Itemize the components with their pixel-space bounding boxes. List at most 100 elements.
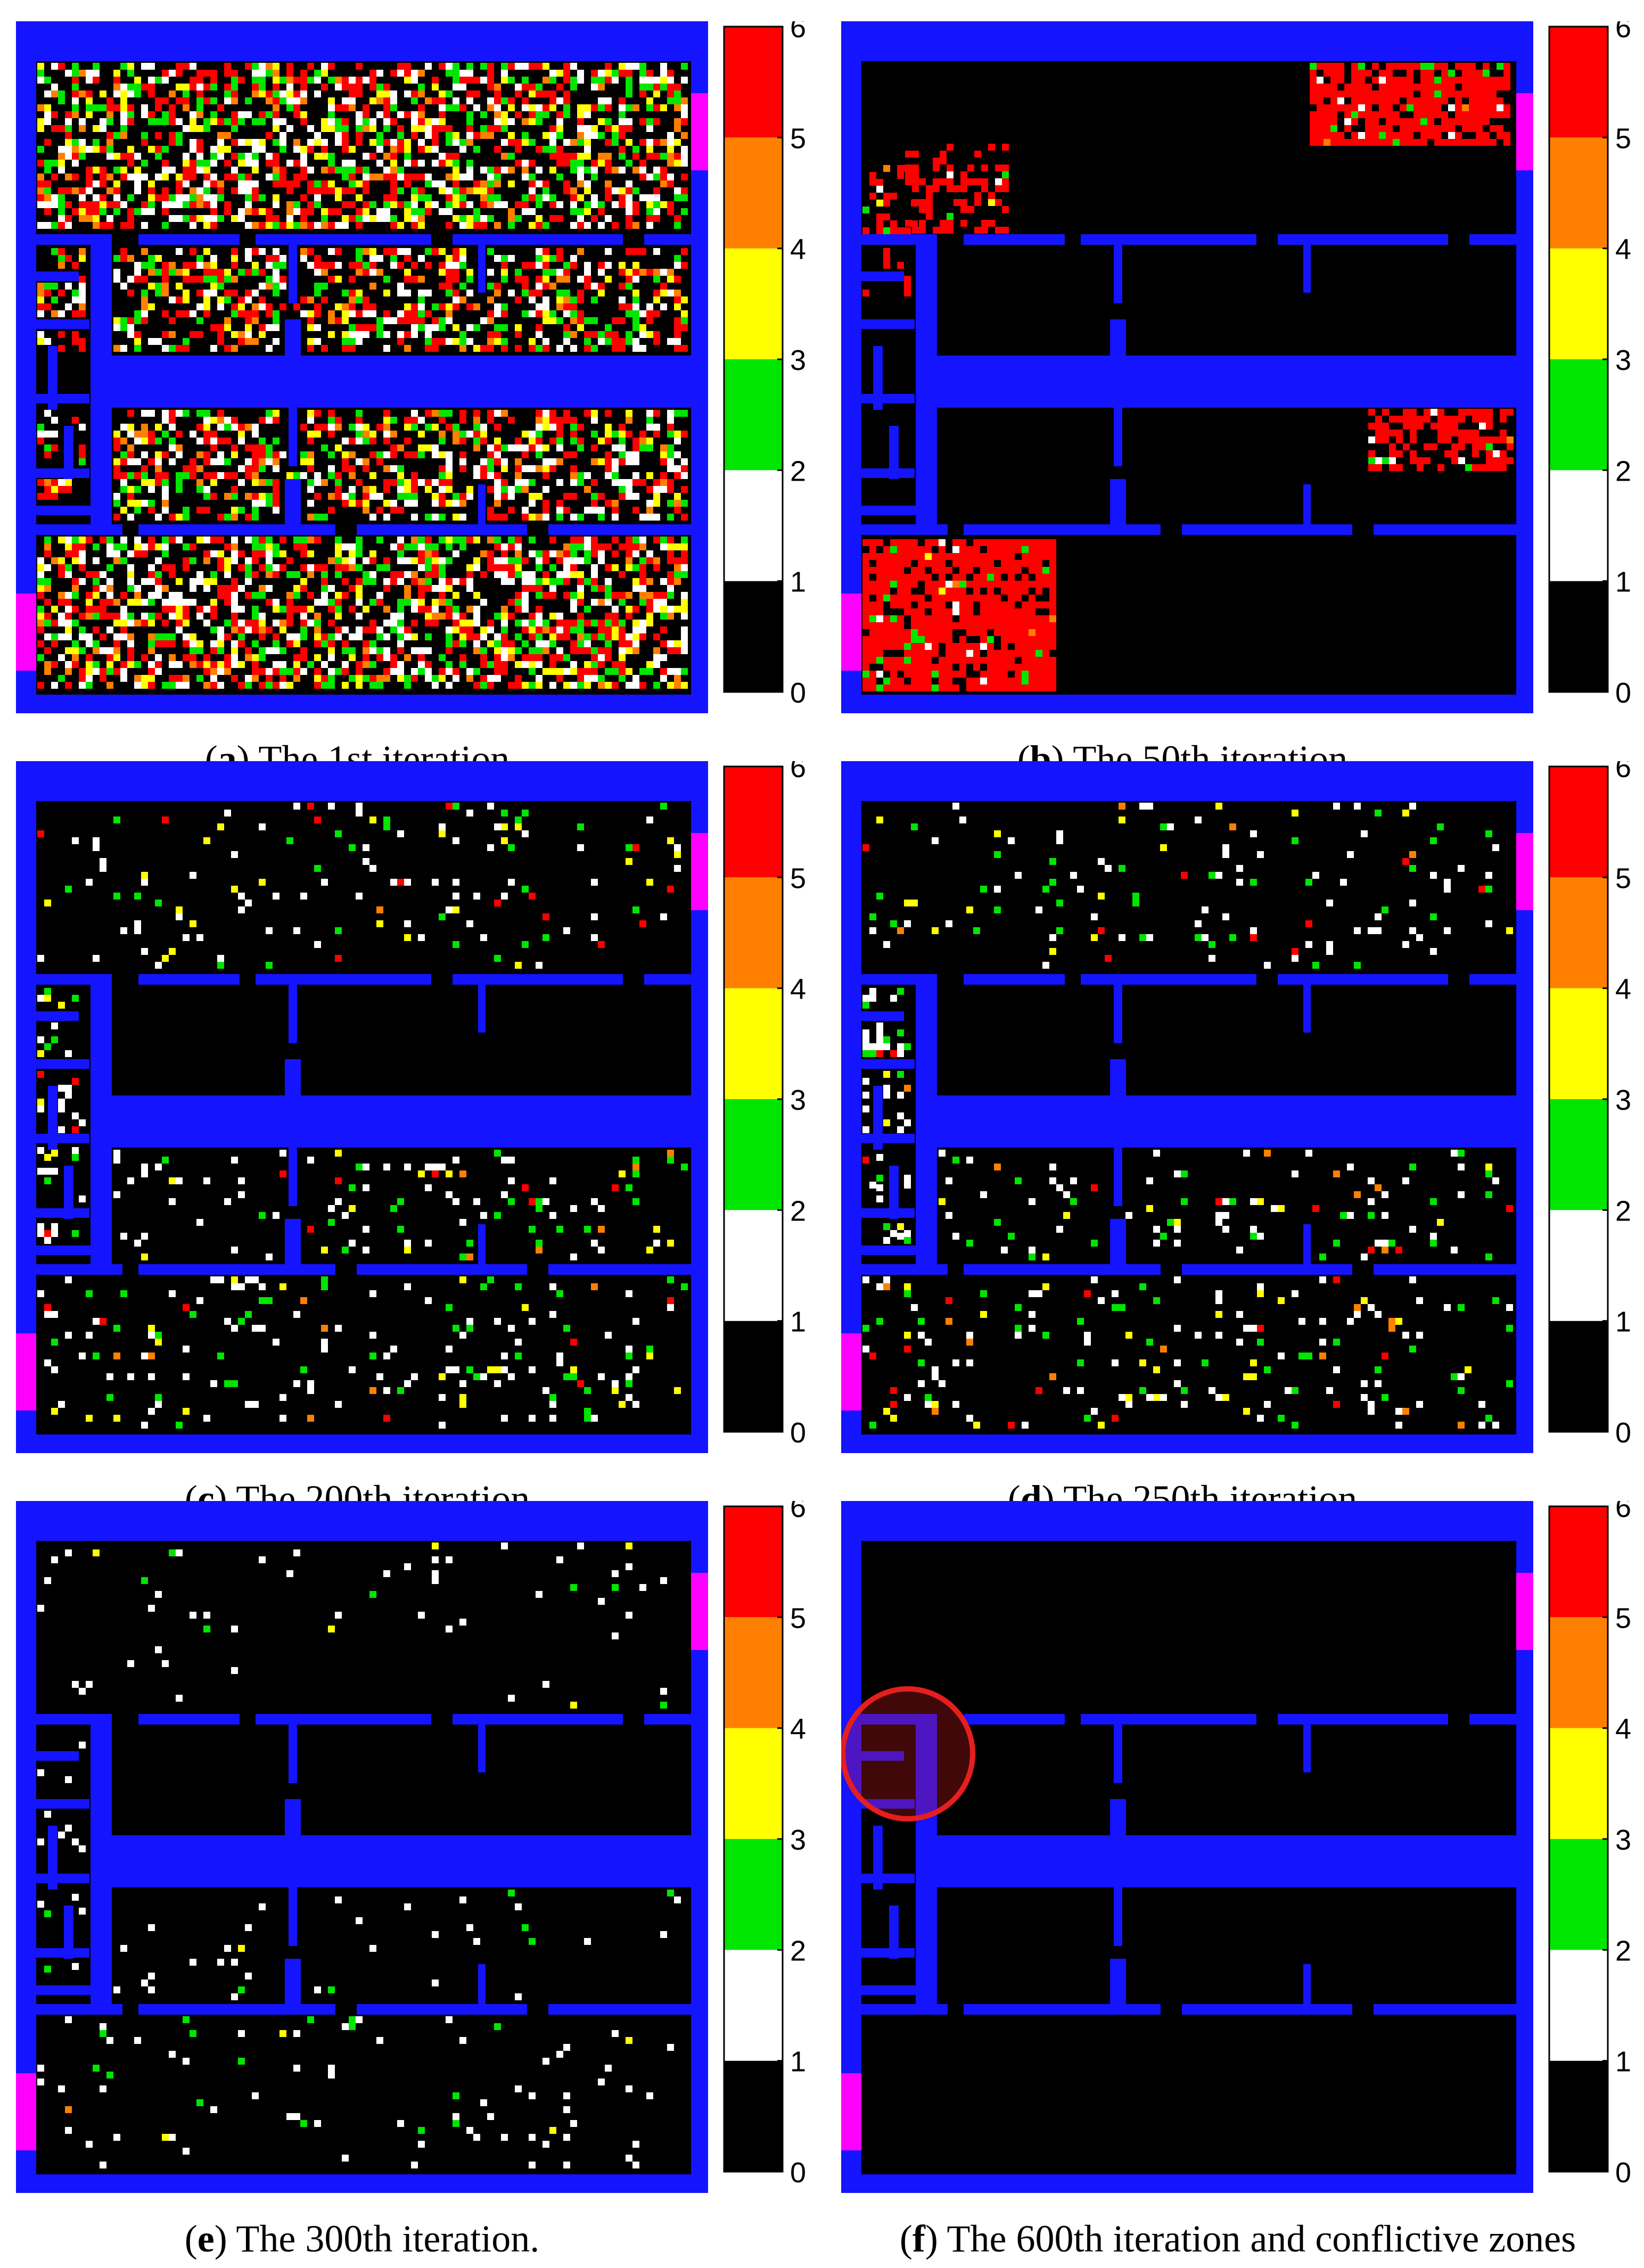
agent-cell bbox=[113, 208, 120, 215]
agent-cell bbox=[307, 63, 314, 70]
agent-cell bbox=[93, 585, 100, 592]
agent-cell bbox=[328, 640, 335, 647]
agent-cell bbox=[549, 153, 556, 160]
agent-cell bbox=[466, 633, 473, 640]
agent-cell bbox=[363, 654, 369, 661]
agent-cell bbox=[300, 647, 307, 654]
agent-cell bbox=[577, 222, 584, 229]
agent-cell bbox=[425, 613, 432, 620]
interior-wall bbox=[138, 1264, 335, 1275]
agent-cell bbox=[300, 585, 307, 592]
agent-cell bbox=[397, 640, 404, 647]
agent-cell bbox=[952, 601, 959, 608]
agent-cell bbox=[542, 303, 549, 310]
agent-cell bbox=[591, 201, 598, 208]
agent-cell bbox=[890, 574, 897, 581]
agent-cell bbox=[79, 668, 86, 675]
agent-cell bbox=[280, 139, 286, 146]
agent-cell bbox=[1407, 90, 1413, 97]
agent-cell bbox=[681, 668, 688, 675]
agent-cell bbox=[349, 486, 356, 493]
agent-cell bbox=[605, 125, 612, 132]
agent-cell bbox=[667, 153, 674, 160]
agent-cell bbox=[536, 194, 542, 201]
agent-cell bbox=[591, 500, 598, 507]
agent-cell bbox=[349, 438, 356, 444]
agent-cell bbox=[542, 465, 549, 472]
agent-cell bbox=[231, 310, 238, 317]
agent-cell bbox=[494, 479, 501, 486]
agent-cell bbox=[591, 331, 598, 338]
agent-cell bbox=[155, 571, 162, 578]
agent-cell bbox=[328, 803, 335, 810]
agent-cell bbox=[605, 654, 612, 661]
agent-cell bbox=[266, 550, 273, 557]
agent-cell bbox=[453, 290, 459, 296]
agent-cell bbox=[363, 438, 369, 444]
agent-cell bbox=[127, 410, 134, 417]
agent-cell bbox=[148, 208, 155, 215]
agent-cell bbox=[1358, 90, 1365, 97]
agent-cell bbox=[473, 146, 480, 153]
agent-cell bbox=[577, 167, 584, 174]
interior-wall bbox=[36, 1246, 95, 1255]
agent-cell bbox=[231, 424, 238, 431]
agent-cell bbox=[494, 90, 501, 97]
agent-cell bbox=[1469, 77, 1476, 84]
agent-cell bbox=[529, 633, 536, 640]
agent-cell bbox=[418, 599, 425, 606]
agent-cell bbox=[404, 174, 411, 180]
agent-cell bbox=[1434, 84, 1441, 90]
agent-cell bbox=[439, 303, 446, 310]
agent-cell bbox=[1410, 430, 1417, 436]
agent-cell bbox=[141, 500, 148, 507]
agent-cell bbox=[432, 451, 439, 458]
agent-cell bbox=[598, 132, 605, 139]
agent-cell bbox=[1029, 615, 1035, 622]
agent-cell bbox=[418, 303, 425, 310]
agent-cell bbox=[1434, 139, 1441, 146]
agent-cell bbox=[286, 180, 293, 187]
agent-cell bbox=[446, 599, 453, 606]
agent-cell bbox=[494, 125, 501, 132]
agent-cell bbox=[432, 125, 439, 132]
agent-cell bbox=[411, 472, 418, 479]
agent-cell bbox=[529, 537, 536, 543]
agent-cell bbox=[169, 640, 176, 647]
agent-cell bbox=[612, 125, 619, 132]
agent-cell bbox=[404, 290, 411, 296]
agent-cell bbox=[65, 111, 72, 118]
agent-cell bbox=[1008, 588, 1015, 595]
agent-cell bbox=[369, 514, 376, 521]
agent-cell bbox=[660, 640, 667, 647]
agent-cell bbox=[1483, 77, 1490, 84]
agent-cell bbox=[238, 906, 245, 913]
agent-cell bbox=[674, 84, 681, 90]
agent-cell bbox=[231, 255, 238, 262]
agent-cell bbox=[674, 472, 681, 479]
agent-cell bbox=[681, 500, 688, 507]
agent-cell bbox=[363, 507, 369, 514]
agent-cell bbox=[862, 560, 869, 567]
agent-cell bbox=[134, 269, 141, 276]
agent-cell bbox=[1472, 450, 1479, 457]
agent-cell bbox=[259, 564, 266, 571]
agent-cell bbox=[536, 514, 542, 521]
agent-cell bbox=[918, 615, 925, 622]
agent-cell bbox=[1324, 63, 1330, 70]
agent-cell bbox=[612, 70, 619, 77]
agent-cell bbox=[134, 682, 141, 689]
agent-cell bbox=[939, 622, 946, 629]
agent-cell bbox=[266, 90, 273, 97]
agent-cell bbox=[515, 276, 522, 283]
agent-cell bbox=[342, 438, 349, 444]
agent-cell bbox=[148, 458, 155, 465]
agent-cell bbox=[959, 657, 966, 664]
agent-cell bbox=[224, 97, 231, 104]
agent-cell bbox=[612, 345, 619, 352]
agent-cell bbox=[404, 543, 411, 550]
agent-cell bbox=[959, 595, 966, 601]
agent-cell bbox=[563, 180, 570, 187]
agent-cell bbox=[148, 640, 155, 647]
agent-cell bbox=[1448, 90, 1455, 97]
